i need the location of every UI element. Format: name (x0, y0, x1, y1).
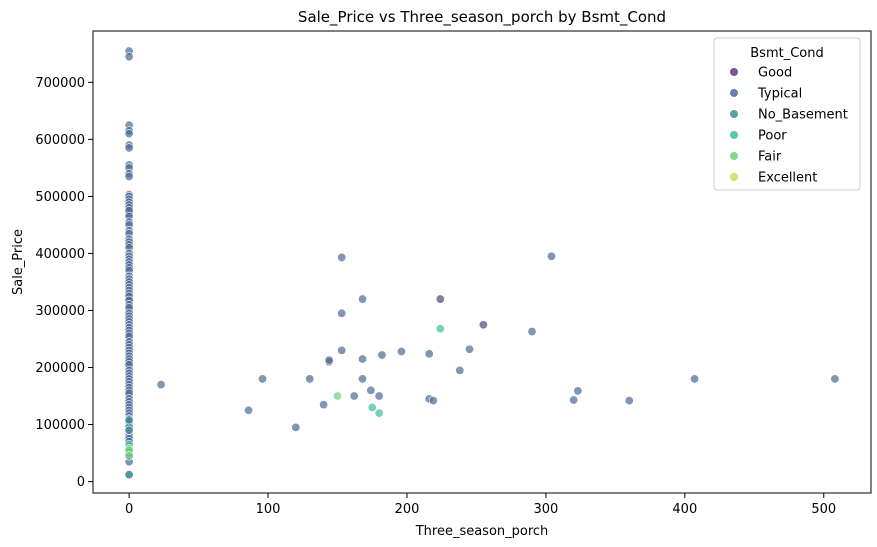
legend-marker (730, 110, 738, 118)
legend-label: Excellent (758, 171, 817, 186)
data-point (349, 391, 359, 401)
data-point (830, 374, 840, 384)
data-point (324, 355, 334, 365)
y-axis: 0 100000 200000 300000 400000 500000 600000 700… (35, 76, 93, 490)
data-point (367, 402, 377, 412)
data-point (396, 347, 406, 357)
x-tick-label: 500 (811, 502, 836, 517)
y-tick-label: 700000 (35, 76, 85, 91)
chart-title: Sale_Price vs Three_season_porch by Bsmt… (298, 8, 666, 27)
legend-label: Fair (758, 150, 782, 165)
data-point (319, 400, 329, 410)
data-point (478, 320, 488, 330)
data-point (546, 251, 556, 261)
data-point (124, 451, 134, 461)
legend-label: Good (758, 66, 792, 81)
y-tick-label: 500000 (35, 190, 85, 205)
legend-box (713, 37, 861, 191)
y-tick-label: 300000 (35, 304, 85, 319)
data-point (377, 350, 387, 360)
data-point (624, 396, 634, 406)
data-point (337, 308, 347, 318)
legend-title: Bsmt_Cond (750, 46, 823, 61)
data-point (124, 52, 134, 62)
legend-items: Good Typical No_Basement Poor Fair Excellent (730, 66, 848, 186)
data-point (291, 422, 301, 432)
y-tick-label: 200000 (35, 361, 85, 376)
data-point (337, 345, 347, 355)
data-point (257, 374, 267, 384)
y-tick-label: 600000 (35, 133, 85, 148)
data-point (124, 415, 134, 425)
data-point (156, 380, 166, 390)
legend: Bsmt_Cond Good Typical No_Basement Poor Fair… (713, 37, 861, 191)
x-axis: 0 100 200 300 400 500 (125, 493, 836, 517)
y-tick-label: 0 (77, 475, 85, 490)
data-point (358, 354, 368, 364)
data-points (124, 46, 840, 480)
data-point (690, 374, 700, 384)
data-point (333, 391, 343, 401)
data-point (374, 391, 384, 401)
data-point (455, 365, 465, 375)
legend-label: Poor (758, 129, 787, 144)
data-point (358, 294, 368, 304)
data-point (569, 395, 579, 405)
data-point (124, 129, 134, 139)
legend-marker (730, 152, 738, 160)
data-point (305, 374, 315, 384)
y-tick-label: 100000 (35, 418, 85, 433)
legend-label: Typical (757, 87, 802, 102)
legend-label: No_Basement (758, 108, 848, 123)
data-point (374, 408, 384, 418)
legend-marker (730, 68, 738, 76)
data-point (573, 386, 583, 396)
legend-marker (730, 89, 738, 97)
data-point (428, 396, 438, 406)
data-point (366, 385, 376, 395)
y-tick-label: 400000 (35, 247, 85, 262)
data-point (527, 327, 537, 337)
data-point (244, 405, 254, 415)
data-point (464, 344, 474, 354)
data-point (337, 252, 347, 262)
plot-frame (92, 30, 872, 494)
x-tick-label: 100 (256, 502, 281, 517)
x-tick-label: 400 (672, 502, 697, 517)
data-point (124, 470, 134, 480)
data-point (124, 171, 134, 181)
data-point (435, 294, 445, 304)
legend-marker (730, 131, 738, 139)
x-tick-label: 300 (533, 502, 558, 517)
x-tick-label: 0 (125, 502, 133, 517)
data-point (124, 143, 134, 153)
legend-marker (730, 173, 738, 181)
data-point (435, 324, 445, 334)
data-point (358, 374, 368, 384)
data-point (124, 425, 134, 435)
data-point (424, 349, 434, 359)
x-tick-label: 200 (395, 502, 420, 517)
x-axis-label: Three_season_porch (415, 524, 549, 539)
y-axis-label: Sale_Price (11, 229, 26, 295)
